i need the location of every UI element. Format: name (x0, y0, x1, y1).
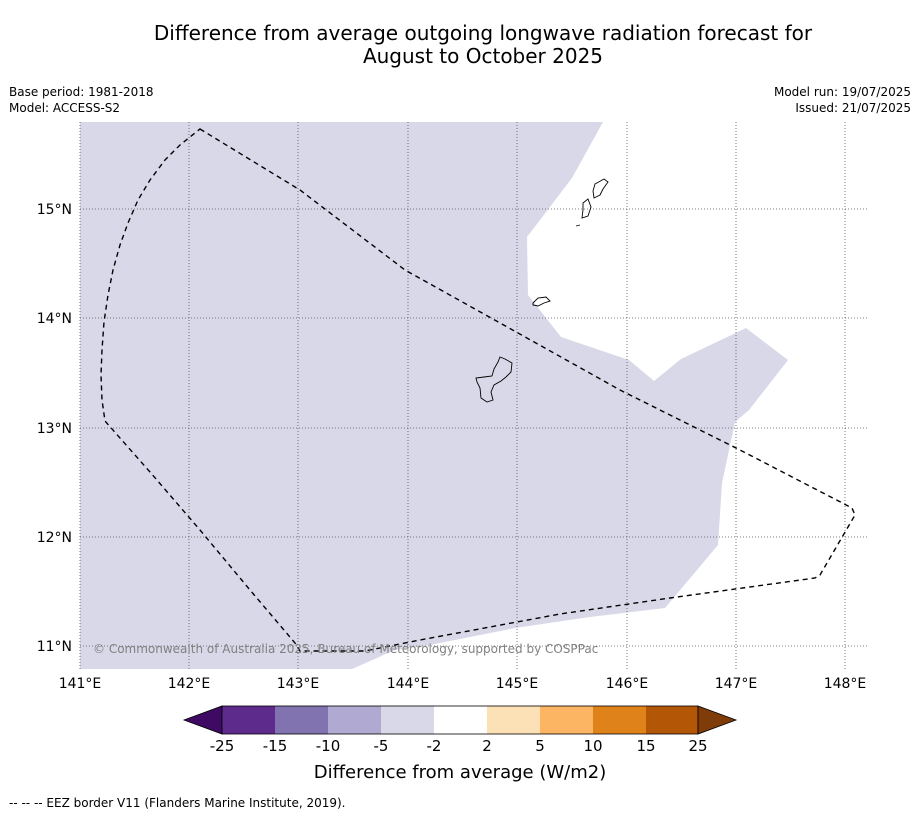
metadata-right: Model run: 19/07/2025 Issued: 21/07/2025 (774, 84, 911, 116)
colorbar-bin (593, 706, 646, 734)
colorbar-bin (222, 706, 275, 734)
lon-label-141e: 141°E (59, 676, 102, 692)
colorbar-bin (646, 706, 698, 734)
colorbar-tick: 10 (583, 737, 602, 755)
colorbar-bin (328, 706, 381, 734)
model-run-text: Model run: 19/07/2025 (773, 85, 911, 99)
lat-label-14n: 14°N (37, 311, 72, 327)
map-panel: © Commonwealth of Australia 2025, Bureau… (79, 122, 867, 669)
colorbar-tick: -15 (263, 737, 288, 755)
colorbar-title: Difference from average (W/m2) (314, 762, 606, 783)
eez-legend-note: -- -- -- EEZ border V11 (Flanders Marine… (9, 796, 346, 810)
lon-label-142e: 142°E (168, 676, 211, 692)
island-saipan (592, 178, 609, 199)
colorbar-tick: 2 (482, 737, 492, 755)
island-rota (532, 296, 551, 307)
island-tinian (581, 198, 592, 219)
island-aguijan (575, 224, 581, 227)
colorbar: -25 -15 -10 -5 -2 2 5 10 15 25 Differenc… (182, 705, 738, 783)
anomaly-shading (80, 122, 788, 669)
lat-labels: 15°N 14°N 13°N 12°N 11°N (37, 202, 72, 655)
island-guam (475, 356, 513, 403)
issued-text: Issued: 21/07/2025 (795, 101, 911, 115)
lat-label-12n: 12°N (37, 530, 72, 546)
colorbar-bin (275, 706, 328, 734)
colorbar-low-extension (182, 705, 223, 735)
lon-label-143e: 143°E (277, 676, 320, 692)
lat-label-11n: 11°N (37, 639, 72, 655)
title-line-1: Difference from average outgoing longwav… (153, 21, 813, 45)
metadata-left: Base period: 1981-2018 Model: ACCESS-S2 (9, 84, 154, 116)
colorbar-tick: 25 (688, 737, 707, 755)
colorbar-tick: -5 (374, 737, 389, 755)
map-title: Difference from average outgoing longwav… (80, 22, 886, 68)
lon-label-145e: 145°E (496, 676, 539, 692)
colorbar-bin (381, 706, 434, 734)
colorbar-tick: 15 (636, 737, 655, 755)
title-line-2: August to October 2025 (362, 44, 604, 68)
colorbar-high-extension (697, 705, 738, 735)
base-period-text: Base period: 1981-2018 (9, 85, 154, 99)
colorbar-bin (434, 706, 487, 734)
colorbar-bin (540, 706, 593, 734)
colorbar-tick: -25 (210, 737, 235, 755)
lon-label-146e: 146°E (606, 676, 649, 692)
lat-label-13n: 13°N (37, 421, 72, 437)
islands (475, 178, 609, 403)
copyright-text: © Commonwealth of Australia 2025, Bureau… (93, 642, 598, 656)
eez-border (100, 128, 856, 652)
model-text: Model: ACCESS-S2 (9, 101, 121, 115)
lon-label-148e: 148°E (824, 676, 867, 692)
colorbar-bin (487, 706, 540, 734)
lat-label-15n: 15°N (37, 202, 72, 218)
lon-labels: 141°E 142°E 143°E 144°E 145°E 146°E 147°… (59, 676, 867, 692)
lon-label-147e: 147°E (715, 676, 758, 692)
gridlines (79, 122, 867, 669)
colorbar-tick: -2 (427, 737, 442, 755)
lon-label-144e: 144°E (387, 676, 430, 692)
colorbar-tick: 5 (535, 737, 545, 755)
colorbar-tick: -10 (316, 737, 341, 755)
